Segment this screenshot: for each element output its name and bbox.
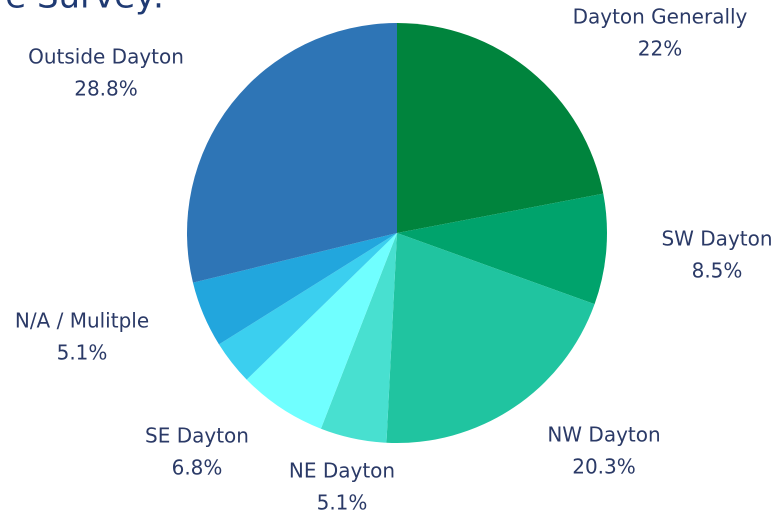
pie-slice (397, 193, 608, 305)
pie-slice (218, 233, 397, 380)
slice-value-label: 28.8% (74, 77, 138, 101)
slice-label: SE Dayton (145, 424, 249, 448)
slice-value-label: 8.5% (692, 259, 743, 283)
slice-value-label: 20.3% (572, 455, 636, 479)
slice-label: Outside Dayton (28, 45, 184, 69)
slice-label: NW Dayton (547, 423, 660, 447)
slice-value-label: 6.8% (172, 456, 223, 480)
slice-value-label: 5.1% (317, 491, 368, 515)
slice-value-label: 22% (638, 37, 682, 61)
pie-slice (192, 233, 397, 345)
pie-slice (320, 233, 397, 443)
slice-value-label: 5.1% (57, 341, 108, 365)
slice-label: SW Dayton (661, 227, 772, 251)
slice-label: Dayton Generally (573, 5, 748, 29)
pie-slice (246, 233, 397, 429)
slice-label: N/A / Mulitple (15, 309, 149, 333)
chart-title: re Survey: (0, 0, 164, 17)
pie-slice (187, 23, 397, 283)
pie-slice (397, 23, 604, 233)
slice-label: NE Dayton (289, 459, 395, 483)
pie-slice (386, 233, 595, 444)
